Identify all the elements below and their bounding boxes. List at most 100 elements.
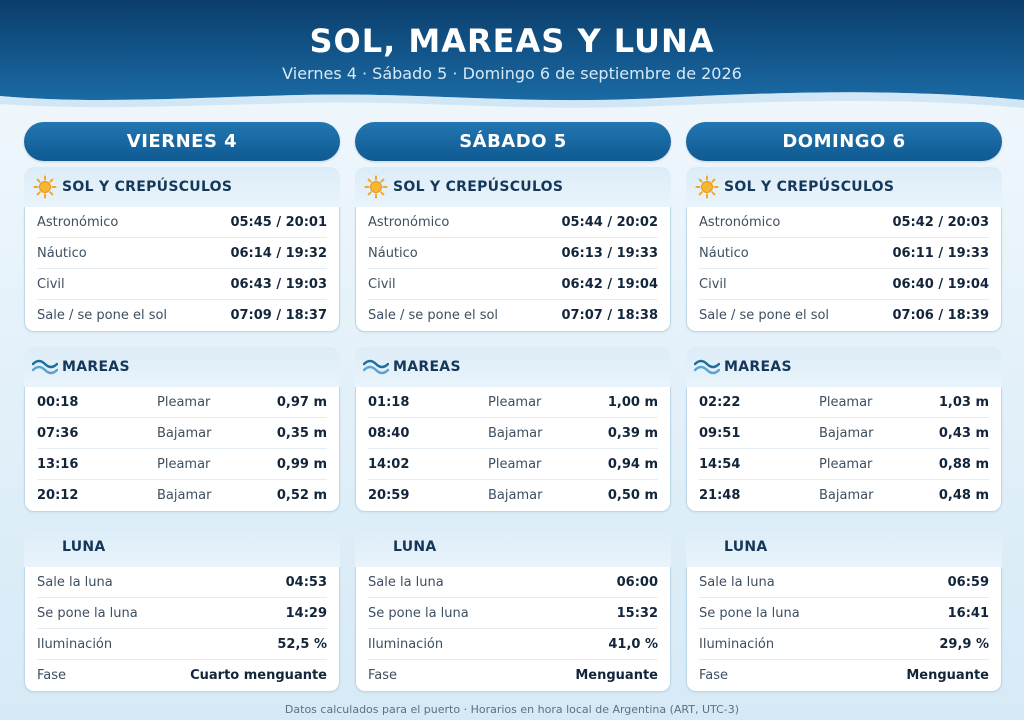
day-header: SÁBADO 5 [355, 122, 671, 161]
tide-type: Bajamar [488, 425, 543, 441]
list-item: Iluminación 52,5 % [37, 629, 327, 660]
row-label: Sale / se pone el sol [699, 308, 830, 323]
row-value: 06:42 / 19:04 [561, 276, 658, 292]
row-value: Menguante [906, 668, 989, 683]
table-row: 08:40 Bajamar 0,39 m [368, 418, 658, 449]
tides-card: 02:22 Pleamar 1,03 m 09:51 Bajamar 0,43 … [686, 387, 1002, 512]
section-title: SOL Y CREPÚSCULOS [62, 179, 233, 195]
tide-type: Pleamar [819, 456, 873, 472]
tide-time: 13:16 [37, 456, 79, 472]
row-value: 29,9 % [939, 636, 989, 652]
section-title: LUNA [393, 539, 437, 555]
row-label: Se pone la luna [37, 605, 138, 621]
row-value: 15:32 [616, 605, 658, 621]
row-value: 06:59 [947, 574, 989, 590]
list-item: Náutico 06:11 / 19:33 [699, 238, 989, 269]
section-title: LUNA [724, 539, 768, 555]
list-item: Fase Menguante [699, 660, 989, 691]
list-item: Civil 06:43 / 19:03 [37, 269, 327, 300]
tide-height: 0,48 m [938, 488, 989, 503]
wave-icon [694, 354, 720, 380]
row-label: Sale / se pone el sol [368, 308, 499, 323]
section-header: SOL Y CREPÚSCULOS [24, 167, 340, 207]
tide-type: Pleamar [157, 394, 211, 410]
tide-time: 20:12 [37, 488, 79, 503]
tide-height: 0,39 m [607, 425, 658, 441]
list-item: Sale / se pone el sol 07:09 / 18:37 [37, 300, 327, 331]
tide-type: Bajamar [819, 488, 874, 503]
moon-icon [363, 534, 389, 560]
section-title: MAREAS [393, 359, 461, 375]
tide-height: 0,88 m [938, 456, 989, 472]
tide-time: 14:02 [368, 456, 410, 472]
list-item: Astronómico 05:42 / 20:03 [699, 207, 989, 238]
day-header: DOMINGO 6 [686, 122, 1002, 161]
page-title: SOL, MAREAS Y LUNA [309, 22, 715, 60]
tide-type: Pleamar [157, 456, 211, 472]
section-title: SOL Y CREPÚSCULOS [393, 179, 564, 195]
section-header: SOL Y CREPÚSCULOS [355, 167, 671, 207]
day-column: VIERNES 4 SOL Y CREPÚSCULOS Astronómico … [24, 122, 340, 692]
row-label: Náutico [699, 245, 749, 261]
row-value: 05:45 / 20:01 [230, 214, 327, 230]
row-value: 14:29 [285, 605, 327, 621]
row-value: 05:42 / 20:03 [892, 214, 989, 230]
tide-time: 07:36 [37, 425, 79, 441]
sun-section: SOL Y CREPÚSCULOS Astronómico 05:45 / 20… [24, 167, 340, 332]
section-header: SOL Y CREPÚSCULOS [686, 167, 1002, 207]
section-header: LUNA [686, 527, 1002, 567]
list-item: Fase Cuarto menguante [37, 660, 327, 691]
row-value: 16:41 [947, 605, 989, 621]
tide-height: 0,99 m [276, 456, 327, 472]
list-item: Astronómico 05:45 / 20:01 [37, 207, 327, 238]
row-value: 07:07 / 18:38 [561, 308, 658, 323]
moon-section: LUNA Sale la luna 04:53 Se pone la luna … [24, 527, 340, 692]
row-label: Fase [37, 668, 67, 683]
row-label: Astronómico [37, 214, 119, 230]
row-label: Iluminación [699, 636, 775, 652]
table-row: 13:16 Pleamar 0,99 m [37, 449, 327, 480]
list-item: Sale / se pone el sol 07:06 / 18:39 [699, 300, 989, 331]
tide-time: 08:40 [368, 425, 410, 441]
row-value: 41,0 % [608, 636, 658, 652]
sun-section: SOL Y CREPÚSCULOS Astronómico 05:42 / 20… [686, 167, 1002, 332]
tide-type: Bajamar [819, 425, 874, 441]
row-value: 06:13 / 19:33 [561, 245, 658, 261]
moon-card: Sale la luna 06:00 Se pone la luna 15:32… [355, 567, 671, 692]
list-item: Se pone la luna 14:29 [37, 598, 327, 629]
row-label: Iluminación [37, 636, 113, 652]
day-column: DOMINGO 6 SOL Y CREPÚSCULOS Astronómico … [686, 122, 1002, 692]
row-label: Sale la luna [368, 574, 444, 590]
footer-note: Datos calculados para el puerto · Horari… [284, 703, 740, 716]
sun-card: Astronómico 05:44 / 20:02 Náutico 06:13 … [355, 207, 671, 332]
sun-icon [363, 174, 389, 200]
list-item: Sale / se pone el sol 07:07 / 18:38 [368, 300, 658, 331]
tides-section: MAREAS 02:22 Pleamar 1,03 m 09:51 Bajama… [686, 347, 1002, 512]
row-value: 04:53 [285, 574, 327, 590]
row-label: Astronómico [368, 214, 450, 230]
row-label: Sale la luna [699, 574, 775, 590]
row-value: 05:44 / 20:02 [561, 214, 658, 230]
moon-section: LUNA Sale la luna 06:59 Se pone la luna … [686, 527, 1002, 692]
tide-time: 01:18 [368, 394, 410, 410]
day-column: SÁBADO 5 SOL Y CREPÚSCULOS Astronómico 0… [355, 122, 671, 692]
moon-card: Sale la luna 06:59 Se pone la luna 16:41… [686, 567, 1002, 692]
tide-type: Bajamar [488, 488, 543, 503]
row-label: Astronómico [699, 214, 781, 230]
list-item: Astronómico 05:44 / 20:02 [368, 207, 658, 238]
table-row: 14:54 Pleamar 0,88 m [699, 449, 989, 480]
tide-height: 1,00 m [607, 394, 658, 410]
sun-card: Astronómico 05:45 / 20:01 Náutico 06:14 … [24, 207, 340, 332]
sun-section: SOL Y CREPÚSCULOS Astronómico 05:44 / 20… [355, 167, 671, 332]
tide-height: 1,03 m [938, 394, 989, 410]
section-title: MAREAS [62, 359, 130, 375]
row-value: Cuarto menguante [190, 668, 327, 683]
row-value: Menguante [575, 668, 658, 683]
tides-section: MAREAS 00:18 Pleamar 0,97 m 07:36 Bajama… [24, 347, 340, 512]
table-row: 20:59 Bajamar 0,50 m [368, 480, 658, 511]
row-label: Se pone la luna [368, 605, 469, 621]
tides-card: 00:18 Pleamar 0,97 m 07:36 Bajamar 0,35 … [24, 387, 340, 512]
tide-time: 14:54 [699, 456, 741, 472]
tides-section: MAREAS 01:18 Pleamar 1,00 m 08:40 Bajama… [355, 347, 671, 512]
table-row: 01:18 Pleamar 1,00 m [368, 387, 658, 418]
